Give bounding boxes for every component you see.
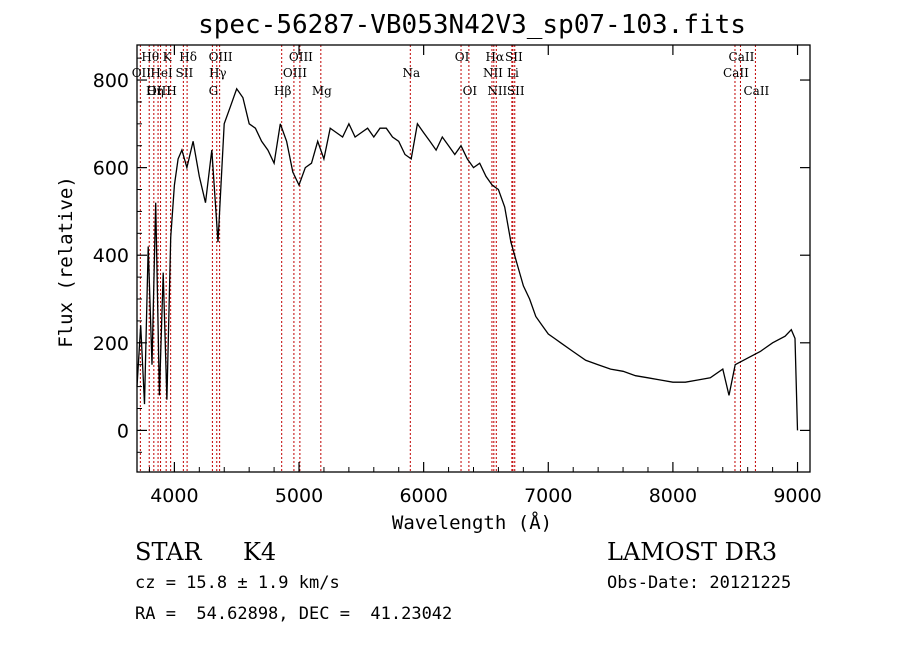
line-label-20: SII bbox=[505, 50, 523, 64]
x-axis-ticks: 4000 5000 6000 7000 8000 9000 bbox=[148, 45, 822, 507]
y-tick-label-1: 200 bbox=[93, 333, 129, 355]
line-label-23: NII bbox=[487, 84, 507, 98]
x-tick-label-1: 5000 bbox=[275, 485, 323, 507]
survey-name: LAMOST DR3 bbox=[607, 538, 778, 566]
line-label-10: Hγ bbox=[209, 66, 227, 80]
line-label-16: Na bbox=[402, 66, 420, 80]
line-label-21: NII bbox=[483, 66, 503, 80]
line-label-26: CaII bbox=[723, 66, 749, 80]
spectral-line-markers bbox=[139, 45, 756, 472]
x-tick-label-5: 9000 bbox=[773, 485, 821, 507]
line-label-7: H bbox=[166, 84, 176, 98]
chart-title: spec-56287-VB053N42V3_sp07-103.fits bbox=[198, 10, 746, 40]
coordinates: RA = 54.62898, DEC = 41.23042 bbox=[135, 604, 453, 624]
line-label-14: OIII bbox=[283, 66, 307, 80]
line-label-0: Hθ bbox=[141, 50, 159, 64]
redshift-value: cz = 15.8 ± 1.9 km/s bbox=[135, 573, 340, 593]
line-label-18: OI bbox=[463, 84, 478, 98]
line-label-25: CaII bbox=[729, 50, 755, 64]
x-tick-label-0: 4000 bbox=[150, 485, 198, 507]
plot-frame bbox=[136, 44, 811, 473]
line-label-15: Mg bbox=[312, 84, 332, 98]
line-label-6: SII bbox=[176, 66, 194, 80]
line-label-27: CaII bbox=[743, 84, 769, 98]
y-tick-label-3: 600 bbox=[93, 158, 129, 180]
object-class: STAR bbox=[135, 538, 202, 566]
line-label-2: OIII bbox=[147, 84, 171, 98]
line-label-19: Hα bbox=[486, 50, 505, 64]
line-label-22: Li bbox=[507, 66, 519, 80]
y-axis-ticks: 0 200 400 600 800 bbox=[93, 57, 810, 453]
observation-date: Obs-Date: 20121225 bbox=[607, 573, 792, 593]
line-label-1: OII bbox=[132, 66, 152, 80]
spectral-subclass: K4 bbox=[243, 538, 277, 566]
y-axis-label: Flux (relative) bbox=[55, 176, 77, 348]
x-tick-label-2: 6000 bbox=[399, 485, 447, 507]
y-tick-label-2: 400 bbox=[93, 245, 129, 267]
line-label-11: G bbox=[209, 84, 219, 98]
x-axis-label: Wavelength (Å) bbox=[392, 511, 552, 534]
line-label-12: Hβ bbox=[274, 84, 291, 98]
line-label-24: SII bbox=[507, 84, 525, 98]
line-label-8: Hδ bbox=[179, 50, 197, 64]
line-label-5: Hη bbox=[146, 84, 164, 98]
x-tick-label-3: 7000 bbox=[524, 485, 572, 507]
line-label-9: OIII bbox=[209, 50, 233, 64]
y-tick-label-4: 800 bbox=[93, 70, 129, 92]
line-label-13: OIII bbox=[289, 50, 313, 64]
line-label-3: K bbox=[163, 50, 173, 64]
x-tick-label-4: 8000 bbox=[649, 485, 697, 507]
line-label-17: OI bbox=[455, 50, 470, 64]
line-label-4: HeI bbox=[150, 66, 173, 80]
y-tick-label-0: 0 bbox=[117, 420, 129, 442]
spectrum-line bbox=[136, 87, 799, 431]
